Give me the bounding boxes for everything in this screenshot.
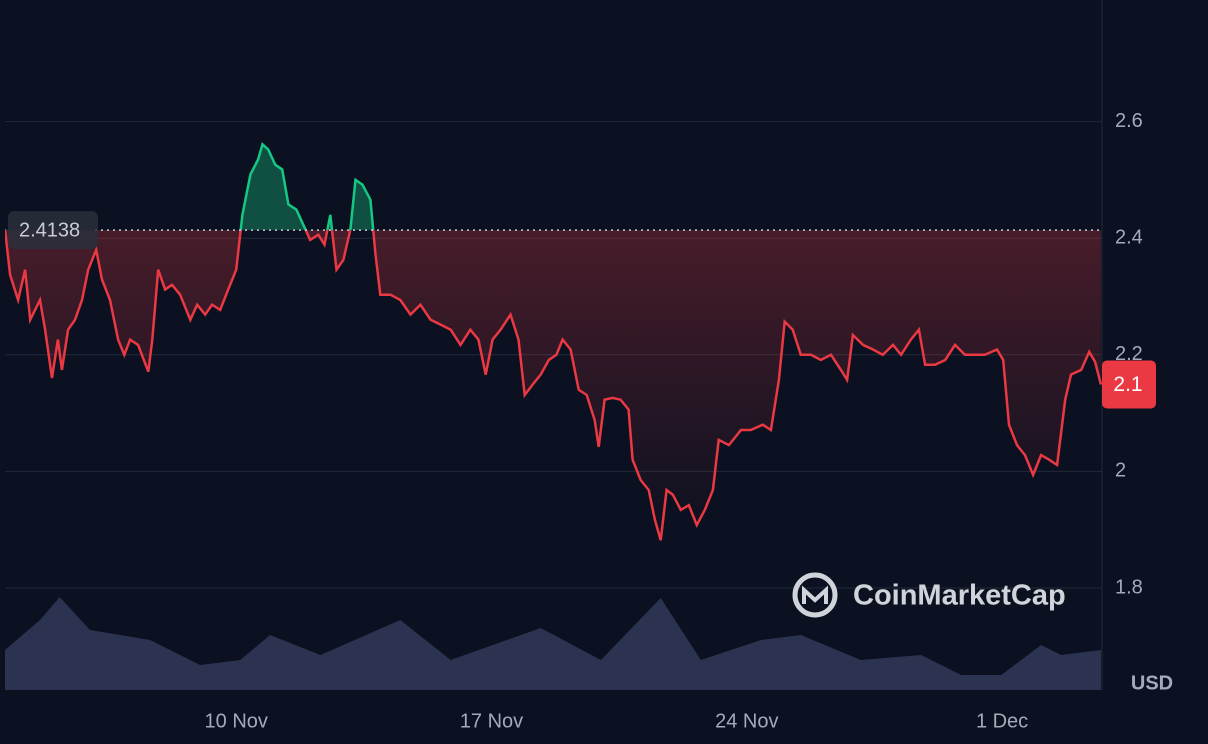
- area-below: [5, 230, 1101, 541]
- last-price-label: 2.1: [1113, 373, 1142, 396]
- logo: [792, 572, 838, 618]
- y-tick-label: 2: [1115, 460, 1126, 482]
- unit-label: USD: [1131, 672, 1173, 694]
- last-price-badge: [1102, 360, 1156, 409]
- watermark: CoinMarketCap: [792, 572, 1066, 618]
- x-tick-label: 1 Dec: [976, 710, 1028, 732]
- y-tick-label: 2.4: [1115, 226, 1143, 248]
- y-tick-label: 1.8: [1115, 576, 1143, 598]
- y-tick-label: 2.2: [1115, 343, 1143, 365]
- watermark-text: CoinMarketCap: [853, 580, 1066, 612]
- x-tick-label: 10 Nov: [205, 710, 268, 732]
- x-tick-label: 17 Nov: [460, 710, 523, 732]
- y-tick-label: 2.6: [1115, 110, 1143, 132]
- volume-area: [5, 597, 1101, 690]
- price-line-below: [5, 230, 1102, 541]
- reference-label: 2.4138: [19, 219, 80, 241]
- x-tick-label: 24 Nov: [715, 710, 778, 732]
- area-above: [5, 144, 1101, 231]
- logo-mark: [802, 585, 828, 604]
- reference-badge: [8, 211, 98, 250]
